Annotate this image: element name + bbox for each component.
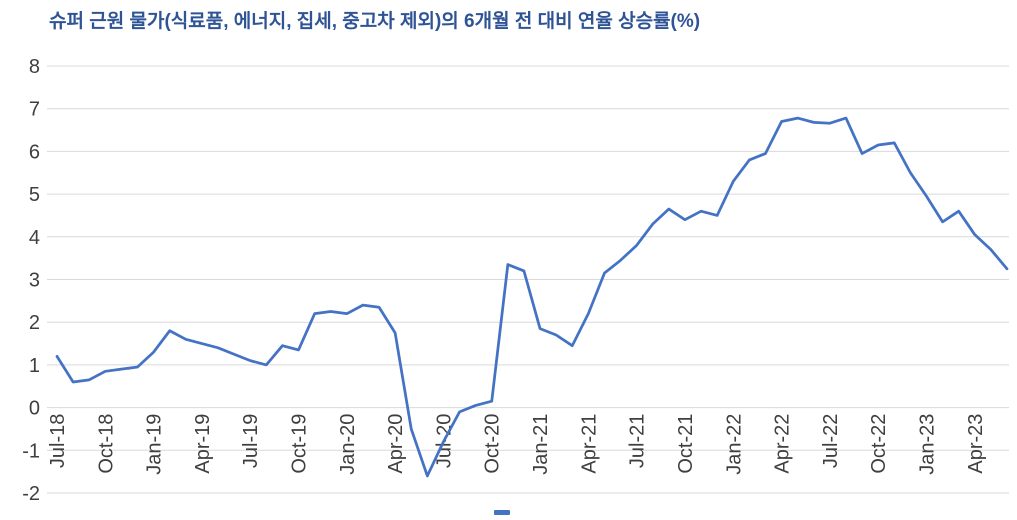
y-axis-tick-label: 2 [29, 312, 40, 334]
y-axis-tick-label: 0 [29, 398, 40, 420]
x-axis-tick-label: Oct-20 [482, 414, 504, 474]
legend-marker-cutoff [494, 510, 510, 515]
chart-title: 슈퍼 근원 물가(식료품, 에너지, 집세, 중고차 제외)의 6개월 전 대비… [49, 11, 701, 32]
x-axis-tick-label: Oct-21 [675, 414, 697, 474]
y-axis-tick-label: -1 [22, 440, 40, 462]
y-axis-tick-label: 4 [29, 227, 40, 249]
x-axis-tick-label: Apr-21 [578, 414, 600, 474]
x-axis-tick-label: Apr-22 [772, 414, 794, 474]
x-axis-tick-label: Jan-21 [530, 414, 552, 475]
x-axis-tick-label: Apr-23 [965, 414, 987, 474]
x-axis-tick-label: Apr-20 [385, 414, 407, 474]
x-axis-tick-label: Jan-20 [337, 414, 359, 475]
x-axis-tick-label: Jul-19 [240, 414, 262, 468]
x-axis-tick-label: Jul-21 [627, 414, 649, 468]
y-axis-tick-label: 7 [29, 99, 40, 121]
x-axis-tick-label: Jan-22 [723, 414, 745, 475]
x-axis-tick-label: Jul-18 [47, 414, 69, 468]
y-axis-tick-label: 1 [29, 355, 40, 377]
x-axis-tick-label: Oct-19 [289, 414, 311, 474]
series-line [55, 116, 1009, 478]
x-axis-tick-label: Jan-23 [916, 414, 938, 475]
y-axis-tick-label: 6 [29, 141, 40, 163]
y-axis-tick-label: 8 [29, 56, 40, 78]
x-axis-tick-label: Oct-22 [868, 414, 890, 474]
x-axis-tick-label: Oct-18 [95, 414, 117, 474]
x-axis-tick-label: Apr-19 [192, 414, 214, 474]
y-axis-tick-label: 5 [29, 184, 40, 206]
x-axis-tick-label: Jul-22 [820, 414, 842, 468]
y-axis-tick-label: 3 [29, 270, 40, 292]
y-axis-tick-label: -2 [22, 483, 40, 505]
x-axis-tick-label: Jan-19 [144, 414, 166, 475]
